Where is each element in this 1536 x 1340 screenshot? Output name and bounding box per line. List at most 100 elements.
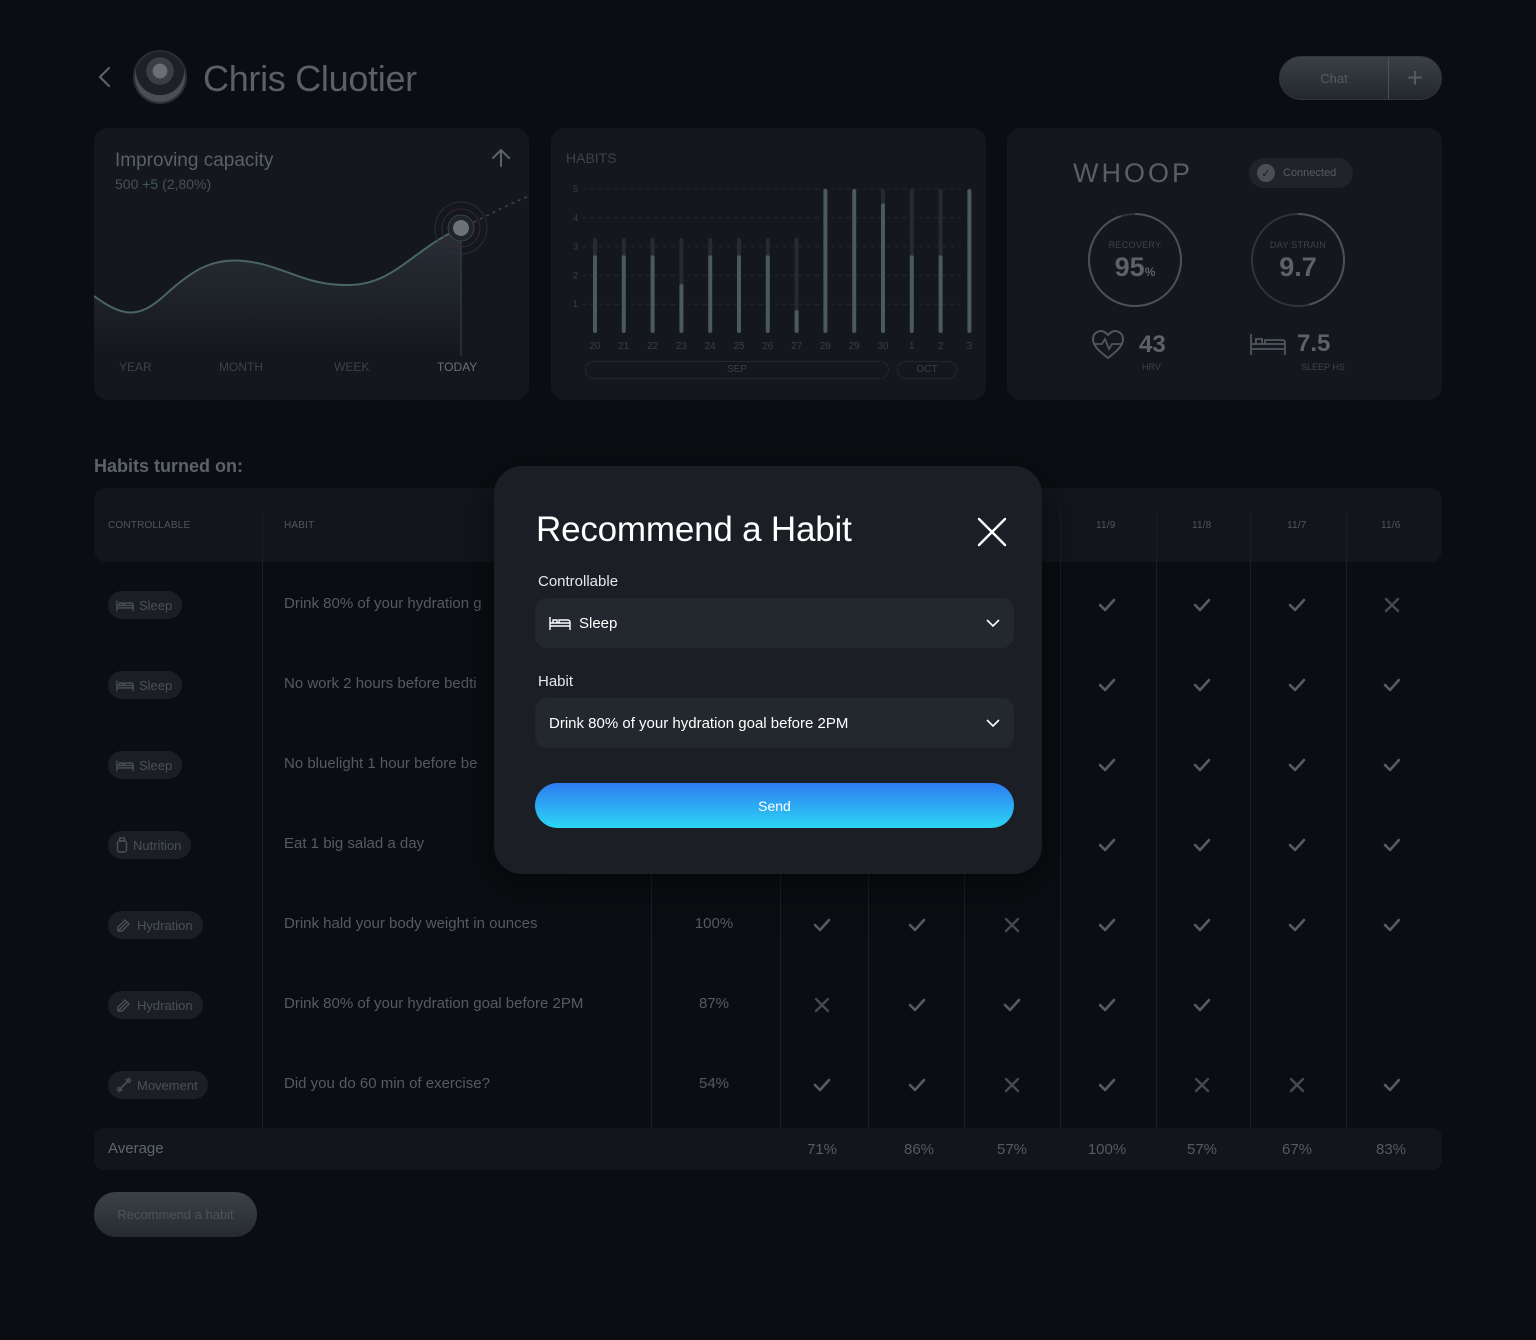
average-value: 57% [1186, 1141, 1218, 1158]
check-icon [1097, 1075, 1117, 1095]
tab-year[interactable]: YEAR [119, 360, 152, 374]
check-icon [812, 915, 832, 935]
controllable-chip[interactable]: Sleep [108, 671, 183, 699]
check-icon [1382, 755, 1402, 775]
y-tick-label: 3 [573, 242, 578, 252]
check-icon [1287, 755, 1307, 775]
check-icon [907, 915, 927, 935]
column-divider [262, 510, 263, 1160]
check-icon [1287, 915, 1307, 935]
habit-percent: 54% [698, 1075, 730, 1092]
controllable-value: Sleep [579, 614, 618, 632]
tab-month[interactable]: MONTH [219, 360, 263, 374]
check-circle-icon: ✓ [1257, 164, 1275, 182]
chat-button[interactable]: Chat [1280, 57, 1389, 99]
check-icon [1192, 755, 1212, 775]
bar [881, 203, 885, 333]
average-value: 100% [1087, 1141, 1127, 1158]
check-icon [1192, 675, 1212, 695]
bar [708, 255, 713, 333]
x-tick-label: 3 [967, 341, 973, 352]
bar-background [794, 237, 799, 333]
x-tick-label: 2 [938, 341, 944, 352]
bar [852, 189, 857, 333]
bar [823, 189, 828, 333]
x-mark-icon [812, 995, 832, 1015]
controllable-select[interactable]: Sleep [535, 598, 1014, 648]
bar [765, 255, 770, 333]
habit-label: Habit [538, 673, 574, 690]
x-mark-icon [1192, 1075, 1212, 1095]
tab-week[interactable]: WEEK [334, 360, 370, 374]
controllable-chip-label: Hydration [137, 997, 193, 1013]
tab-today[interactable]: TODAY [437, 360, 478, 374]
chevron-down-icon [986, 719, 1000, 728]
check-icon [1097, 595, 1117, 615]
y-tick-label: 1 [573, 299, 578, 309]
habits-chart-card: HABITS 1 2 3 4 5 20 21 22 23 24 25 26 27 28 29 30 1 2 3 SE… [551, 128, 986, 400]
header-actions: Chat + [1279, 56, 1442, 100]
x-tick-label: 29 [849, 341, 861, 352]
controllable-chip[interactable]: Hydration [108, 991, 203, 1019]
x-tick-label: 22 [647, 341, 659, 352]
capacity-card: Improving capacity 500 +5 (2,80%) [94, 128, 529, 400]
bed-icon [116, 599, 134, 612]
check-icon [1192, 915, 1212, 935]
x-tick-label: 23 [676, 341, 688, 352]
close-icon[interactable] [976, 516, 1008, 548]
add-button[interactable]: + [1406, 62, 1424, 93]
check-icon [1097, 995, 1117, 1015]
x-tick-label: 27 [791, 341, 803, 352]
average-value: 83% [1375, 1141, 1407, 1158]
check-icon [1097, 835, 1117, 855]
y-tick-label: 4 [573, 213, 578, 223]
column-habit: HABIT [284, 520, 315, 531]
recommend-habit-button[interactable]: Recommend a habit [94, 1192, 257, 1237]
average-value: 57% [996, 1141, 1028, 1158]
bar [650, 255, 655, 333]
habit-text: Drink 80% of your hydration goal before … [284, 995, 584, 1012]
y-tick-label: 5 [573, 184, 578, 194]
check-icon [1382, 1075, 1402, 1095]
controllable-chip[interactable]: Sleep [108, 751, 183, 779]
bar [593, 255, 597, 333]
capacity-percent: (2,80%) [162, 176, 212, 192]
dumbbell-icon [116, 1077, 132, 1093]
average-value: 71% [806, 1141, 838, 1158]
controllable-chip[interactable]: Sleep [108, 591, 183, 619]
average-label: Average [108, 1140, 164, 1157]
x-tick-label: 24 [705, 341, 717, 352]
habit-select[interactable]: Drink 80% of your hydration goal before … [535, 698, 1014, 748]
bed-icon [116, 759, 134, 772]
avatar[interactable] [133, 50, 187, 104]
controllable-chip-label: Sleep [139, 597, 173, 613]
hrv-metric: 43 HRV [1091, 330, 1166, 372]
bed-icon [1250, 334, 1286, 355]
sleep-value: 7.5 [1297, 330, 1331, 357]
heart-pulse-icon [1091, 330, 1125, 360]
month-pill-sep[interactable]: SEP [585, 361, 889, 379]
average-value: 67% [1281, 1141, 1313, 1158]
habits-section-title: Habits turned on: [94, 456, 243, 476]
send-button[interactable]: Send [535, 783, 1014, 828]
bottle-icon [116, 837, 128, 853]
sleep-label: SLEEP HS [1301, 362, 1345, 372]
controllable-chip[interactable]: Movement [108, 1071, 208, 1099]
bar [938, 255, 943, 333]
column-divider [1250, 510, 1251, 1160]
strain-label: DAY STRAIN [1269, 240, 1327, 250]
controllable-chip[interactable]: Nutrition [108, 831, 192, 859]
x-tick-label: 26 [762, 341, 774, 352]
habit-text: Drink 80% of your hydration g [284, 595, 482, 612]
x-tick-label: 25 [733, 341, 745, 352]
check-icon [1382, 675, 1402, 695]
chevron-down-icon [986, 619, 1000, 628]
column-controllable: CONTROLLABLE [108, 520, 191, 531]
controllable-chip[interactable]: Hydration [108, 911, 203, 939]
back-chevron-icon[interactable] [94, 64, 116, 90]
habit-text: No work 2 hours before bedti [284, 675, 477, 692]
x-mark-icon [1002, 915, 1022, 935]
controllable-label: Controllable [538, 573, 619, 590]
month-pill-oct[interactable]: OCT [897, 361, 957, 379]
